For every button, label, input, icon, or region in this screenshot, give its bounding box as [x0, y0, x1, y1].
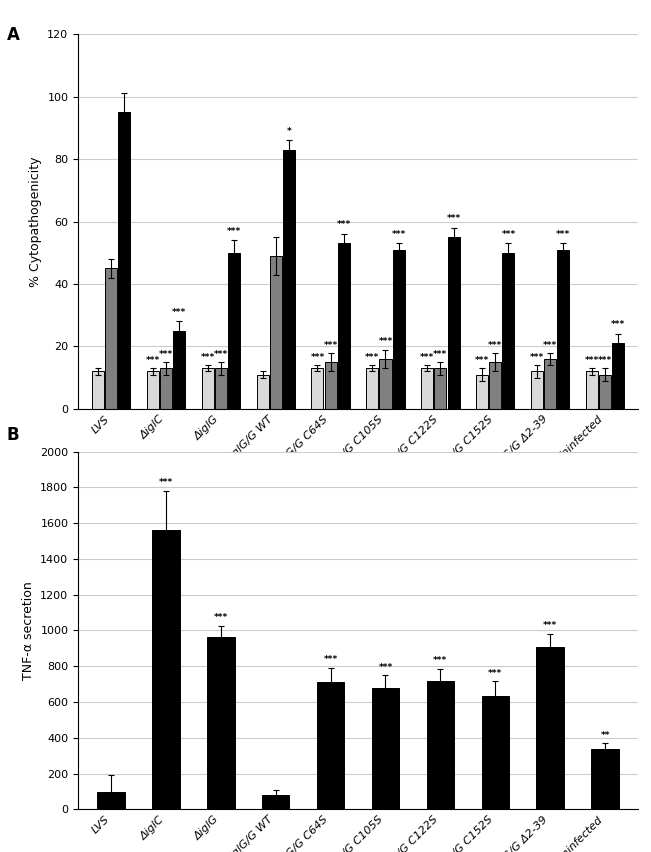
- Text: B: B: [7, 426, 19, 444]
- Bar: [160, 368, 172, 409]
- Bar: [557, 250, 570, 409]
- Bar: [283, 150, 295, 409]
- Text: ***: ***: [159, 478, 173, 487]
- Bar: [98, 792, 125, 809]
- Text: ***: ***: [420, 353, 434, 362]
- Text: ***: ***: [488, 669, 503, 678]
- Text: ***: ***: [214, 350, 228, 359]
- Text: ***: ***: [543, 341, 557, 349]
- Bar: [311, 368, 324, 409]
- Text: ***: ***: [378, 337, 393, 347]
- Y-axis label: % Cytopathogenicity: % Cytopathogenicity: [29, 156, 42, 287]
- Text: ***: ***: [365, 353, 380, 362]
- Text: ***: ***: [227, 227, 241, 235]
- Bar: [207, 636, 234, 809]
- Text: **: **: [600, 731, 610, 740]
- Y-axis label: TNF-α secretion: TNF-α secretion: [21, 581, 35, 680]
- Bar: [202, 368, 214, 409]
- Bar: [426, 681, 454, 809]
- Text: ***: ***: [543, 621, 557, 630]
- Bar: [118, 112, 130, 409]
- Bar: [591, 749, 618, 809]
- Text: ***: ***: [598, 356, 612, 366]
- Bar: [490, 362, 501, 409]
- Text: ***: ***: [501, 230, 516, 239]
- Text: A: A: [7, 26, 20, 43]
- Text: ***: ***: [146, 356, 160, 366]
- Bar: [146, 371, 159, 409]
- Bar: [421, 368, 434, 409]
- Text: ***: ***: [201, 353, 215, 362]
- Bar: [215, 368, 227, 409]
- Text: ***: ***: [556, 230, 570, 239]
- Text: ***: ***: [475, 356, 489, 366]
- Bar: [544, 359, 556, 409]
- Text: *: *: [286, 127, 291, 135]
- Bar: [367, 368, 378, 409]
- Text: ***: ***: [434, 656, 447, 665]
- Bar: [447, 237, 460, 409]
- Text: ***: ***: [434, 350, 447, 359]
- Bar: [372, 688, 399, 809]
- Bar: [325, 362, 337, 409]
- Bar: [338, 244, 350, 409]
- Bar: [262, 795, 290, 809]
- Text: ***: ***: [378, 663, 393, 671]
- Bar: [152, 530, 180, 809]
- Bar: [586, 371, 598, 409]
- Text: ***: ***: [324, 341, 338, 349]
- Text: ***: ***: [337, 221, 351, 229]
- Text: ***: ***: [172, 308, 186, 317]
- Bar: [536, 647, 564, 809]
- Bar: [599, 375, 611, 409]
- Bar: [380, 359, 391, 409]
- Bar: [531, 371, 543, 409]
- Text: ***: ***: [611, 320, 626, 329]
- Bar: [612, 343, 624, 409]
- Bar: [270, 256, 282, 409]
- Bar: [434, 368, 447, 409]
- Text: ***: ***: [159, 350, 173, 359]
- Bar: [503, 253, 514, 409]
- Bar: [393, 250, 405, 409]
- Text: ***: ***: [324, 655, 338, 665]
- Bar: [173, 331, 185, 409]
- Text: ***: ***: [447, 214, 461, 223]
- Bar: [317, 682, 344, 809]
- Bar: [482, 696, 509, 809]
- Bar: [92, 371, 104, 409]
- Text: ***: ***: [214, 613, 228, 623]
- Text: ***: ***: [530, 353, 544, 362]
- Bar: [256, 375, 269, 409]
- Bar: [105, 268, 117, 409]
- Text: ***: ***: [585, 356, 599, 366]
- Bar: [476, 375, 488, 409]
- Bar: [228, 253, 240, 409]
- Text: ***: ***: [311, 353, 325, 362]
- Text: ***: ***: [488, 341, 503, 349]
- Text: ***: ***: [391, 230, 406, 239]
